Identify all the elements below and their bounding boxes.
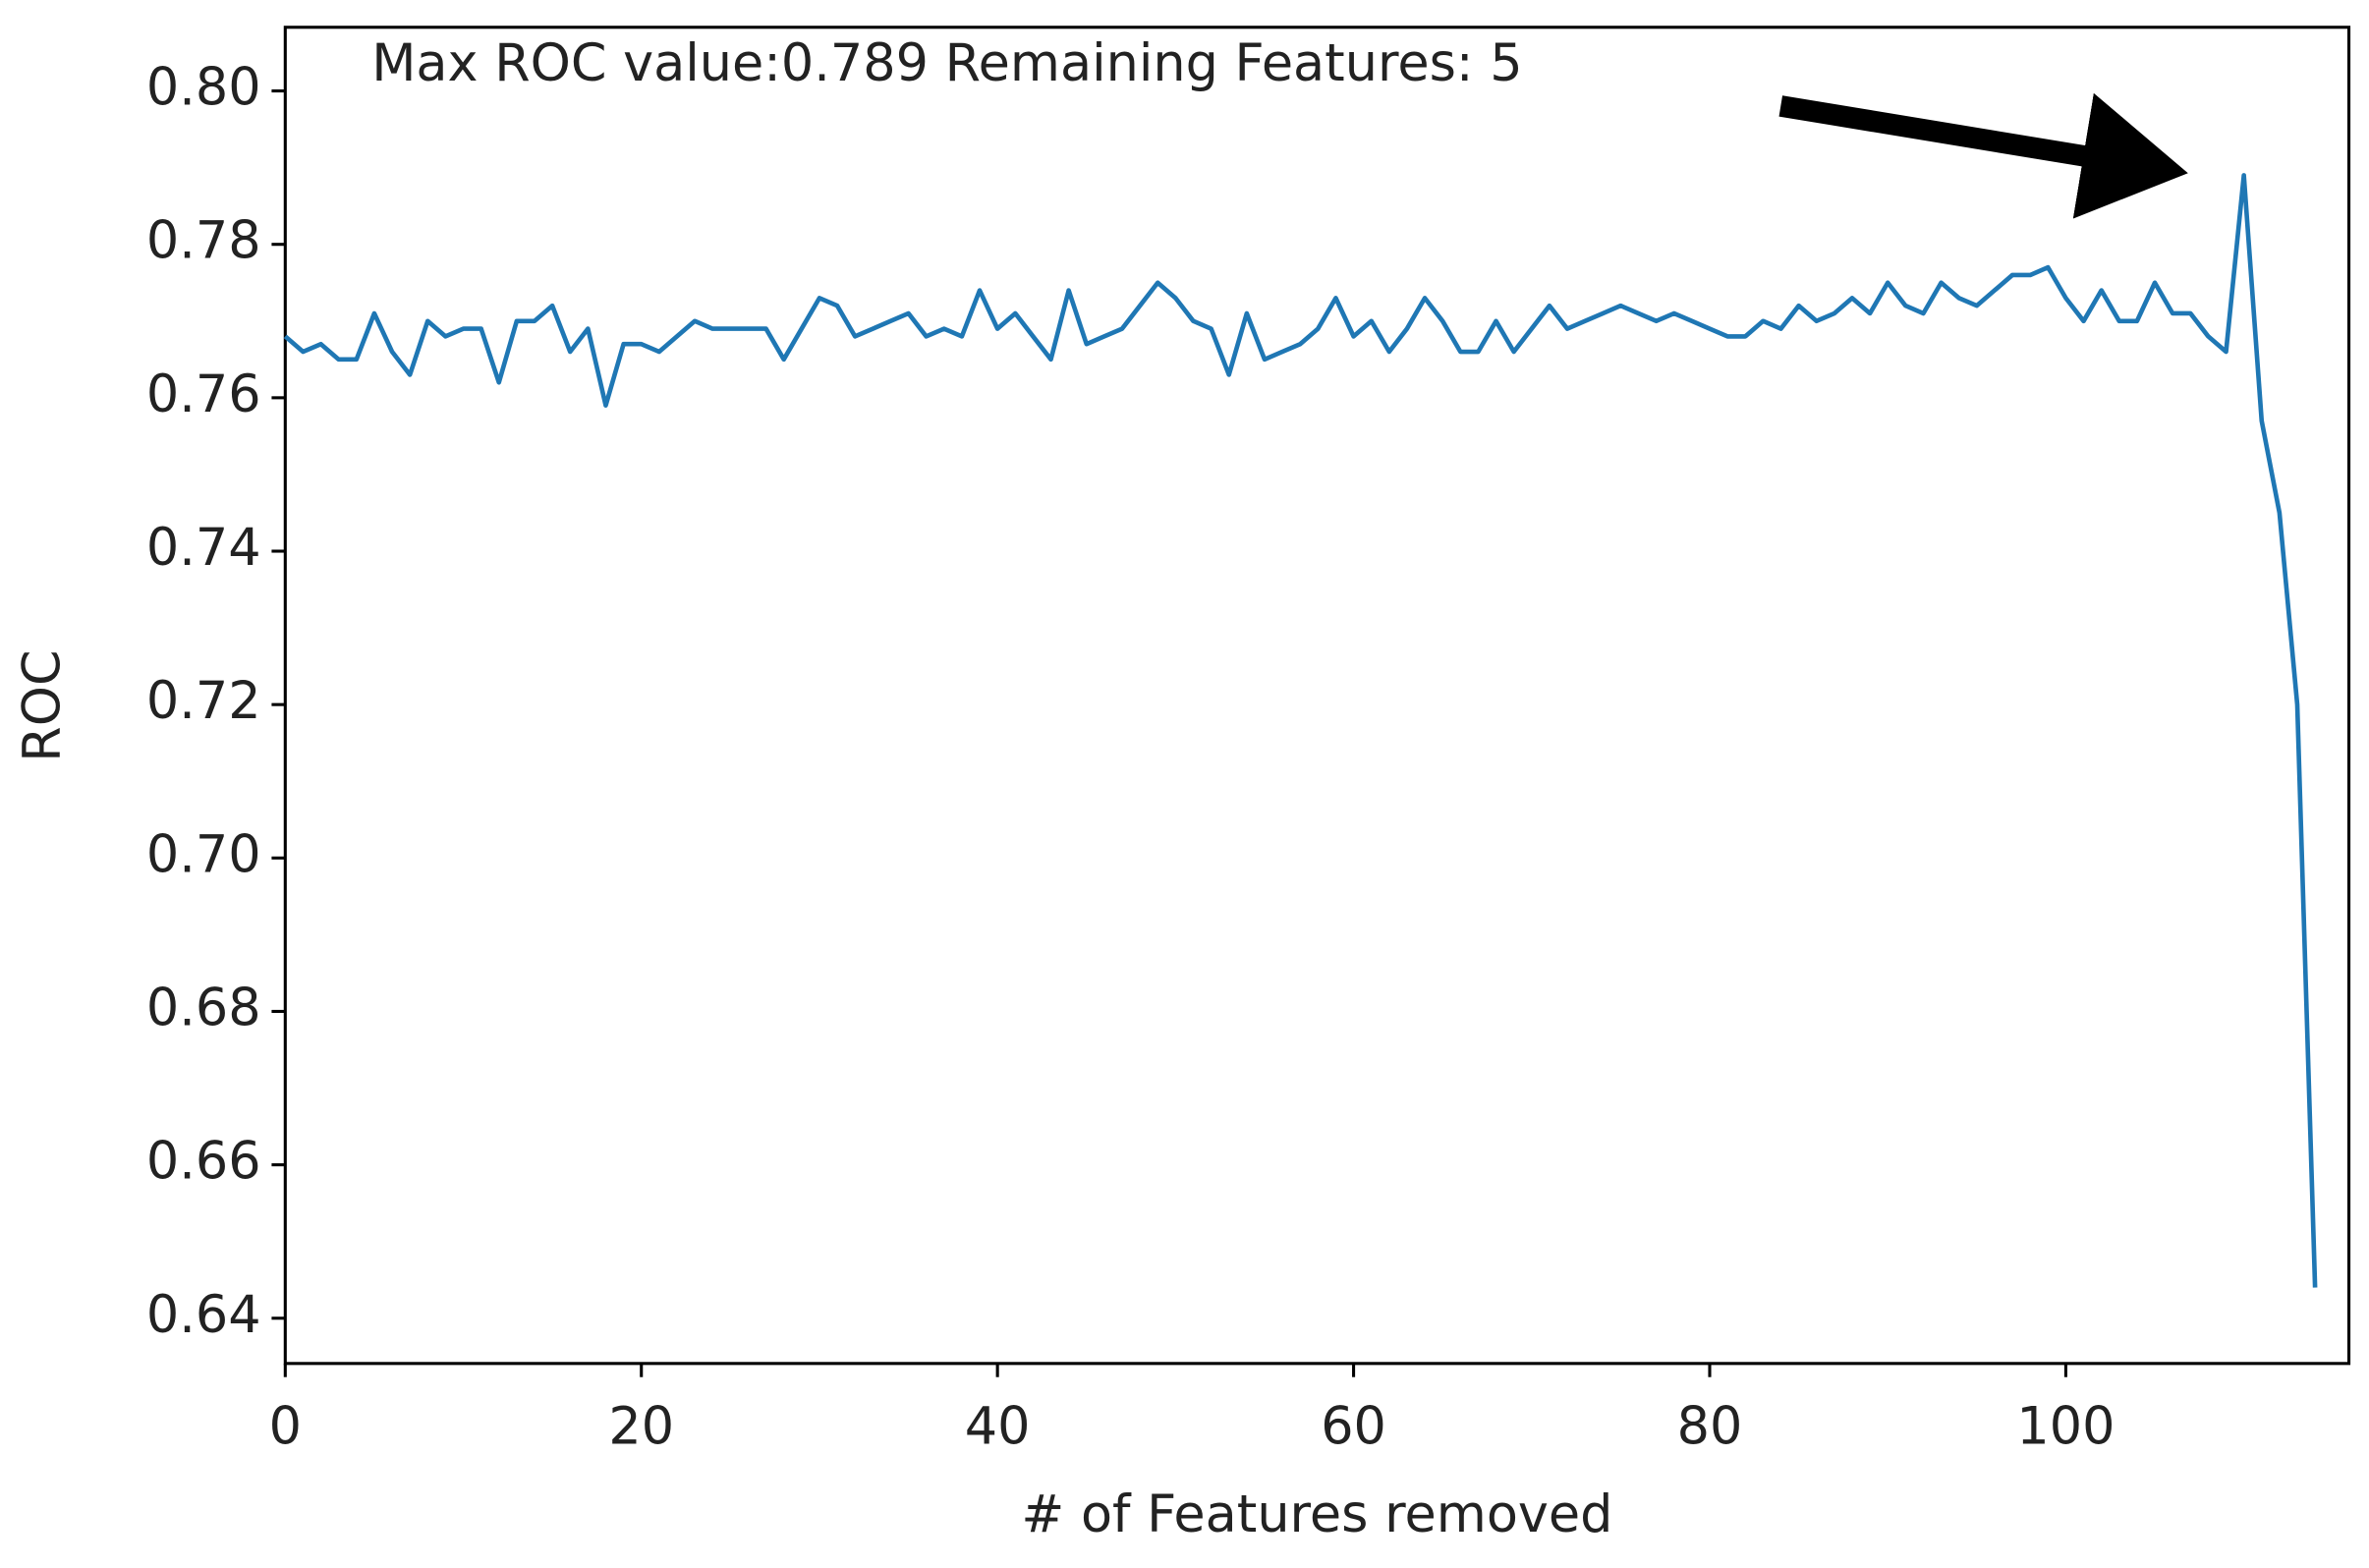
y-tick-label: 0.72: [146, 671, 261, 731]
y-tick-label: 0.74: [146, 518, 261, 578]
x-tick-label: 20: [608, 1397, 674, 1457]
annotation-arrow: [1778, 92, 2188, 219]
x-axis-label: # of Features removed: [1021, 1484, 1612, 1544]
x-tick-label: 40: [965, 1397, 1031, 1457]
x-tick-label: 80: [1677, 1397, 1743, 1457]
y-axis-label: ROC: [13, 649, 73, 761]
y-tick-label: 0.76: [146, 364, 261, 424]
plot-frame: [283, 26, 2351, 1366]
y-tick-label: 0.80: [146, 58, 261, 118]
x-tick-label: 100: [2016, 1397, 2115, 1457]
y-tick-label: 0.64: [146, 1285, 261, 1345]
line-series: [283, 173, 2318, 1288]
y-tick-label: 0.68: [146, 978, 261, 1037]
y-tick-label: 0.70: [146, 824, 261, 884]
x-tick-label: 0: [269, 1397, 302, 1457]
annotation: Max ROC value:0.789 Remaining Features: …: [371, 33, 1522, 93]
x-tick-label: 60: [1321, 1397, 1386, 1457]
y-tick-label: 0.66: [146, 1132, 261, 1192]
y-tick-label: 0.78: [146, 211, 261, 271]
